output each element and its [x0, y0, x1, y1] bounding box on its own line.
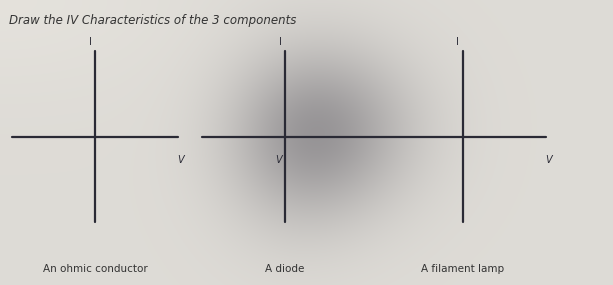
Text: I: I: [279, 37, 281, 47]
Text: V: V: [546, 155, 552, 165]
Text: A diode: A diode: [265, 264, 305, 274]
Text: V: V: [178, 155, 184, 165]
Text: I: I: [89, 37, 91, 47]
Text: An ohmic conductor: An ohmic conductor: [43, 264, 147, 274]
Text: I: I: [457, 37, 459, 47]
Text: A filament lamp: A filament lamp: [421, 264, 504, 274]
Text: V: V: [276, 155, 282, 165]
Text: Draw the IV Characteristics of the 3 components: Draw the IV Characteristics of the 3 com…: [9, 14, 297, 27]
